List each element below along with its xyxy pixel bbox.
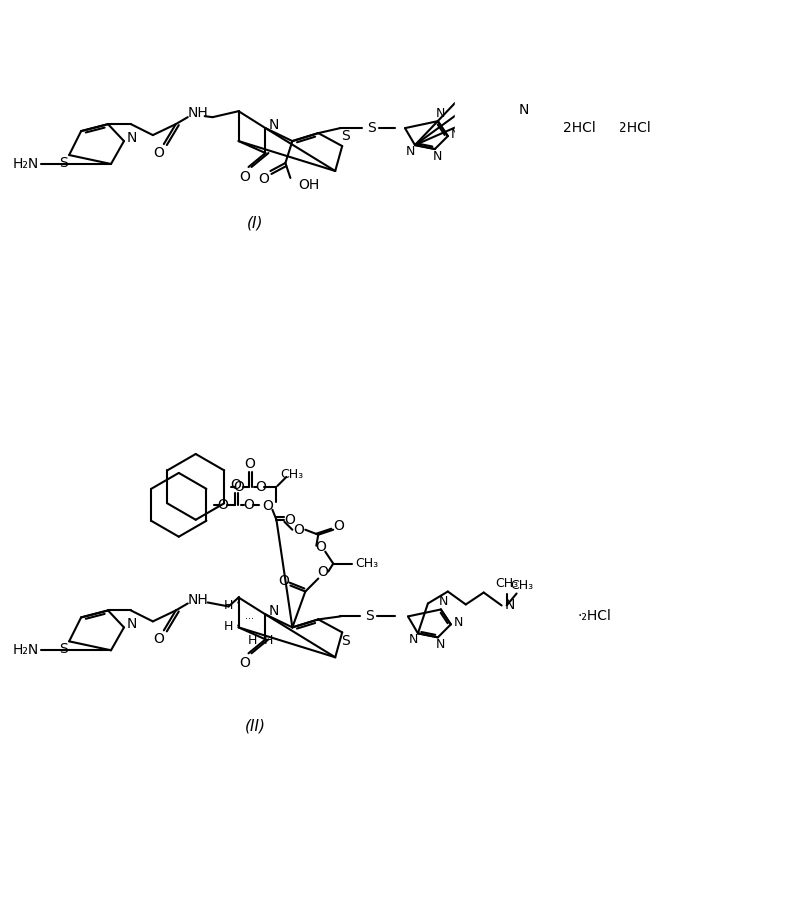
Text: O: O <box>255 480 266 494</box>
Text: CH₃: CH₃ <box>510 579 533 592</box>
Text: S: S <box>366 121 375 135</box>
Text: N: N <box>538 84 548 98</box>
Text: N: N <box>268 118 278 132</box>
Text: O: O <box>244 457 255 471</box>
Text: N: N <box>433 150 442 162</box>
Text: CH₃: CH₃ <box>495 577 518 590</box>
Text: N: N <box>408 633 418 646</box>
Text: OH: OH <box>298 178 320 192</box>
Text: O: O <box>239 657 250 670</box>
Text: S: S <box>341 129 350 143</box>
Text: N: N <box>451 127 461 141</box>
Text: O: O <box>262 499 273 513</box>
Text: N: N <box>406 144 414 158</box>
Text: N: N <box>589 39 599 52</box>
Text: S: S <box>58 156 67 170</box>
Text: O: O <box>217 498 228 511</box>
Text: O: O <box>258 172 269 186</box>
Text: S: S <box>341 634 350 649</box>
Text: (I): (I) <box>247 216 264 230</box>
Text: N: N <box>505 598 515 612</box>
Text: CH₃: CH₃ <box>547 97 570 110</box>
Text: H: H <box>248 634 258 647</box>
Text: O: O <box>278 574 289 587</box>
Text: NH: NH <box>187 106 208 120</box>
Text: N: N <box>513 109 522 124</box>
Text: O: O <box>317 565 328 578</box>
Text: H: H <box>224 599 234 612</box>
Text: H₂N: H₂N <box>13 157 39 171</box>
Text: H: H <box>224 620 234 633</box>
Text: S: S <box>58 642 67 657</box>
Text: NH: NH <box>187 594 208 607</box>
Text: CH₃: CH₃ <box>355 557 378 570</box>
Text: N: N <box>126 617 137 631</box>
Text: N: N <box>454 616 463 629</box>
Text: O: O <box>230 478 241 492</box>
Text: N: N <box>436 638 446 651</box>
Text: N: N <box>126 131 137 145</box>
Text: O: O <box>315 539 326 554</box>
Text: H₂N: H₂N <box>13 643 39 658</box>
Text: N: N <box>518 103 529 117</box>
Text: N: N <box>439 595 449 608</box>
Text: CH₃: CH₃ <box>280 468 303 482</box>
Text: O: O <box>154 632 164 647</box>
Text: ·₂HCl: ·₂HCl <box>578 610 611 623</box>
Text: (II): (II) <box>245 719 266 733</box>
Text: N: N <box>268 604 278 619</box>
Text: O: O <box>243 498 254 511</box>
Text: 2HCl: 2HCl <box>618 121 650 135</box>
Text: O: O <box>154 146 164 160</box>
Text: O: O <box>293 523 304 537</box>
Text: N: N <box>436 106 446 120</box>
Text: O: O <box>333 519 344 533</box>
Text: O: O <box>284 512 295 527</box>
Text: H: H <box>264 634 273 647</box>
Text: 2HCl: 2HCl <box>563 121 596 135</box>
Text: O: O <box>233 480 244 494</box>
Text: O: O <box>239 170 250 184</box>
Text: ...: ... <box>245 612 254 621</box>
Text: S: S <box>365 610 374 623</box>
